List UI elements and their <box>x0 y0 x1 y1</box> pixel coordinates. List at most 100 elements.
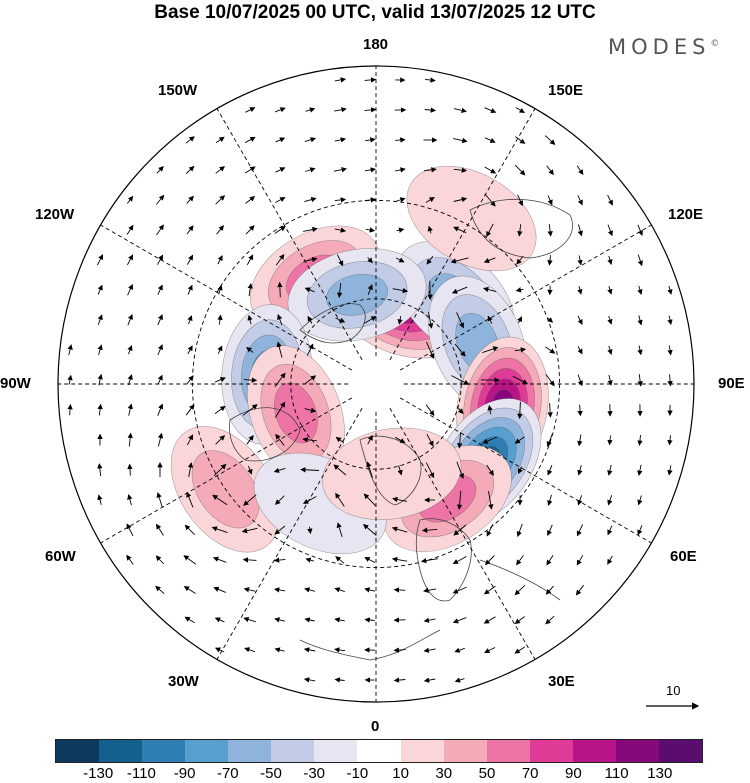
wind-arrow <box>127 374 133 386</box>
wind-arrow <box>276 341 283 358</box>
wind-arrow <box>607 255 613 265</box>
wind-arrow <box>217 345 223 354</box>
wind-arrow <box>365 227 376 233</box>
wind-arrow <box>187 434 194 446</box>
wind-arrow <box>393 587 406 593</box>
colorbar-segment <box>572 740 616 762</box>
wind-arrow <box>245 225 255 235</box>
wind-arrow <box>334 677 345 683</box>
wind-arrow <box>391 556 408 563</box>
wind-arrow <box>273 557 286 563</box>
meridian-line <box>389 108 536 361</box>
wind-arrow <box>451 375 470 385</box>
wind-arrow <box>577 285 583 295</box>
colorbar-segment <box>529 740 573 762</box>
wind-arrow <box>274 495 285 505</box>
colorbar <box>55 739 703 763</box>
wind-arrow <box>187 284 193 295</box>
wind-arrow <box>637 254 643 267</box>
colorbar-tick-label: 30 <box>435 765 453 782</box>
wind-arrow <box>393 647 406 653</box>
wind-arrow <box>364 587 376 593</box>
anomaly-field <box>170 165 549 555</box>
wind-arrow <box>215 136 225 144</box>
wind-arrow <box>451 286 468 294</box>
wind-arrow <box>242 557 257 563</box>
wind-arrow <box>126 523 134 537</box>
wind-arrow <box>126 195 134 204</box>
meridian-line <box>399 224 652 371</box>
wind-arrow <box>305 167 316 173</box>
wind-arrow <box>427 225 433 234</box>
colorbar-segment <box>486 740 530 762</box>
wind-arrow <box>395 137 406 143</box>
wind-arrow <box>544 135 556 146</box>
wind-arrow <box>607 315 613 325</box>
wind-arrow <box>483 257 496 264</box>
wind-arrow <box>335 492 345 507</box>
wind-arrow <box>242 404 258 416</box>
wind-arrow <box>484 647 496 653</box>
wind-arrow <box>516 555 524 566</box>
wind-arrow <box>67 403 73 416</box>
wind-arrow <box>187 345 193 355</box>
wind-arrow <box>155 194 165 205</box>
reference-vector-label: 10 <box>666 683 681 698</box>
wind-arrow <box>157 374 163 385</box>
wind-arrow <box>515 136 526 144</box>
wind-arrow <box>214 617 225 623</box>
wind-arrow <box>577 224 583 237</box>
wind-arrow <box>213 463 227 476</box>
wind-arrow <box>516 255 524 265</box>
wind-arrow <box>607 464 613 476</box>
wind-arrow <box>334 137 347 143</box>
wind-arrow <box>334 617 345 623</box>
colorbar-tick-label: -110 <box>126 765 156 782</box>
wind-arrow <box>637 464 643 476</box>
wind-arrow <box>303 226 318 233</box>
wind-arrow <box>241 527 258 534</box>
wind-arrow <box>607 285 613 295</box>
wind-arrow <box>576 524 584 537</box>
wind-arrow <box>453 524 467 536</box>
wind-arrow <box>211 526 228 534</box>
wind-arrow <box>577 315 583 326</box>
wind-arrow <box>275 197 286 203</box>
wind-arrow <box>185 165 195 174</box>
colorbar-segment <box>142 740 186 762</box>
wind-arrow <box>156 166 164 174</box>
wind-arrow <box>637 315 643 326</box>
meridian-line <box>399 397 652 544</box>
reference-vector-arrow <box>646 702 700 710</box>
lon-label-120w: 120W <box>35 206 75 223</box>
wind-arrow <box>247 283 253 297</box>
wind-arrow <box>213 586 226 593</box>
wind-arrow <box>215 435 226 445</box>
lon-label-30w: 30W <box>168 673 199 690</box>
wind-arrow <box>157 344 163 356</box>
wind-arrow <box>484 193 496 207</box>
wind-arrow <box>363 524 377 536</box>
wind-arrow <box>546 554 554 566</box>
wind-arrow <box>667 374 673 387</box>
wind-arrow <box>305 107 316 113</box>
wind-arrow <box>157 403 164 416</box>
wind-arrow <box>187 254 194 265</box>
wind-arrow <box>423 617 436 623</box>
wind-arrow <box>484 137 496 143</box>
wind-arrow <box>423 647 436 653</box>
wind-arrow <box>156 523 164 536</box>
wind-arrow <box>484 166 497 174</box>
wind-arrow <box>244 136 256 144</box>
wind-arrow <box>246 346 254 353</box>
wind-arrow <box>364 617 375 623</box>
wind-arrow <box>487 315 493 324</box>
wind-arrow <box>454 647 465 653</box>
lon-label-180: 180 <box>363 36 389 53</box>
wind-arrow <box>157 284 163 295</box>
wind-arrow <box>514 436 525 444</box>
wind-arrow <box>304 587 316 593</box>
wind-arrow <box>547 195 553 206</box>
wind-arrow <box>547 403 553 418</box>
wind-arrow <box>245 196 256 204</box>
